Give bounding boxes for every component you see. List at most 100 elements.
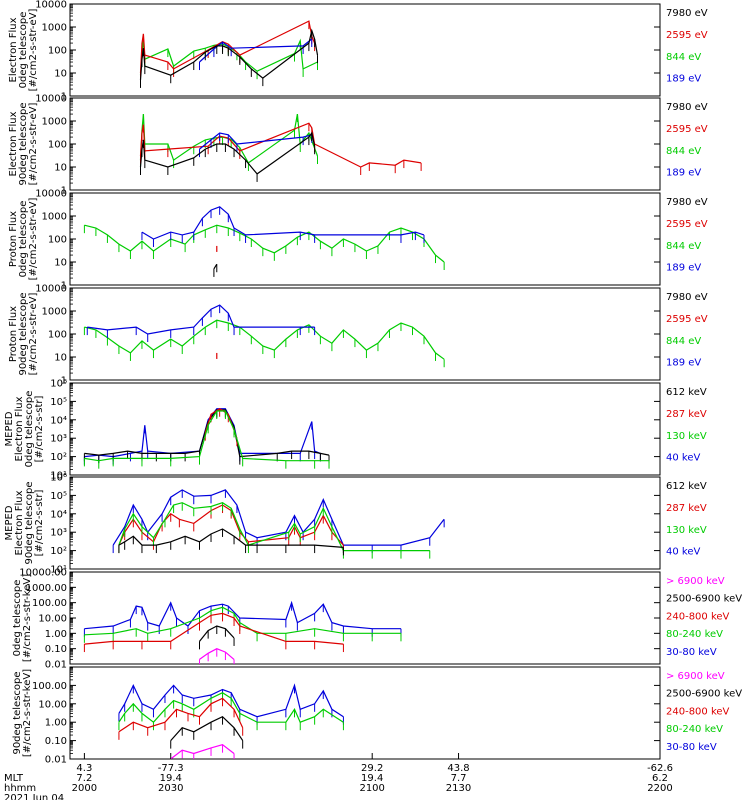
- legend-entry: 287 keV: [666, 409, 707, 420]
- panel-frame: [69, 192, 661, 286]
- y-tick-label: 1.00: [45, 629, 67, 640]
- legend-entry: 40 keV: [666, 547, 700, 558]
- series-line: [118, 502, 430, 552]
- panel-7: 0.01 0.10 1.00 10.00 100.00 1000.00 10000.000d…: [12, 568, 742, 671]
- y-tick-label: 10⁵: [50, 397, 67, 408]
- y-axis-label: 0deg telescope: [12, 580, 23, 657]
- y-tick-label: 10000: [35, 284, 67, 295]
- y-axis-label: [#/cm2-s-str]: [34, 395, 45, 462]
- y-tick-label: 10²: [50, 546, 67, 557]
- series-line: [84, 224, 445, 263]
- y-tick-label: 10: [54, 258, 67, 269]
- panel-frame: [69, 476, 661, 570]
- legend-entry: 240-800 keV: [666, 706, 730, 717]
- series-group: [139, 113, 422, 182]
- x-tick-lat: -77.3: [158, 763, 184, 774]
- legend-entry: 30-80 keV: [666, 742, 717, 753]
- series-line: [84, 409, 330, 458]
- y-tick-label: 100: [48, 46, 67, 57]
- series-line: [112, 489, 445, 546]
- legend-entry: 844 eV: [666, 336, 701, 347]
- y-tick-label: 1000: [42, 307, 67, 318]
- legend-entry: 2500-6900 keV: [666, 689, 742, 700]
- y-axis-label: 90deg telescope: [18, 102, 29, 185]
- panel-frame: [69, 287, 661, 381]
- y-axis-label: Electron Flux: [14, 396, 25, 461]
- panel-frame: [69, 3, 661, 97]
- panel-6: 10¹ 10² 10³ 10⁴ 10⁵ 10⁶ MEPED Electron Flux 90de…: [4, 473, 707, 576]
- y-axis-label: [#/cm2-s-str-eV]: [28, 293, 39, 376]
- series-group: [118, 683, 344, 759]
- series-line: [84, 410, 329, 462]
- x-tick-mlt: 7.7: [451, 773, 467, 784]
- y-axis-label: 0deg telescope: [24, 391, 35, 468]
- y-tick-label: 10¹: [50, 471, 67, 482]
- y-tick-label: 0.10: [45, 736, 67, 747]
- y-tick-label: 10³: [50, 434, 67, 445]
- series-line: [84, 606, 401, 636]
- series-line: [84, 612, 344, 645]
- legend-entry: 7980 eV: [666, 292, 708, 303]
- legend-entry: 844 eV: [666, 146, 701, 157]
- y-axis-label: [#/cm2-s-str-keV]: [22, 574, 33, 662]
- y-axis-label: Electron Flux: [8, 17, 19, 82]
- y-axis-label: Electron Flux: [14, 490, 25, 555]
- y-tick-label: 100: [48, 330, 67, 341]
- series-line: [87, 304, 315, 335]
- legend-entry: 2595 eV: [666, 219, 708, 230]
- date-label: 2021 Jun 04: [4, 793, 64, 800]
- x-tick-mlt: 7.2: [76, 773, 92, 784]
- x-tick-lat: 29.2: [361, 763, 383, 774]
- y-tick-label: 10: [54, 353, 67, 364]
- series-group: [83, 206, 445, 277]
- legend-entry: 844 eV: [666, 241, 701, 252]
- y-tick-label: 10¹: [50, 565, 67, 576]
- legend-entry: 2595 eV: [666, 30, 708, 41]
- x-tick-mlt: 6.2: [652, 773, 668, 784]
- y-tick-label: 1: [61, 92, 67, 103]
- y-axis-label: Proton Flux: [8, 211, 19, 267]
- y-tick-label: 1000.00: [26, 583, 67, 594]
- x-tick-lat: 43.8: [447, 763, 469, 774]
- y-tick-label: 0.10: [45, 644, 67, 655]
- series-line: [118, 692, 344, 724]
- legend-entry: 7980 eV: [666, 8, 708, 19]
- y-tick-label: 100.00: [32, 681, 67, 692]
- x-row-label: hhmm: [4, 783, 36, 794]
- x-tick-mlt: 19.4: [361, 773, 383, 784]
- legend-entry: 189 eV: [666, 168, 701, 179]
- series-group: [83, 600, 402, 664]
- series-group: [83, 407, 330, 469]
- legend-entry: > 6900 keV: [666, 671, 725, 682]
- series-line: [170, 715, 244, 741]
- y-axis-label: [#/cm2-s-str-eV]: [28, 198, 39, 281]
- legend-entry: 189 eV: [666, 358, 701, 369]
- y-tick-label: 10⁵: [50, 491, 67, 502]
- y-tick-label: 10.00: [38, 699, 67, 710]
- panel-2: 1 10 100 1000 10000 Electron Flux 90deg telesc…: [8, 94, 708, 197]
- x-axis-group: 4.37.22000-77.319.4203029.219.4210043.87…: [4, 753, 673, 800]
- y-axis-label: 90deg telescope: [18, 292, 29, 375]
- panel-5: 10¹ 10² 10³ 10⁴ 10⁵ 10⁶ MEPED Electron Flux 0deg…: [4, 379, 707, 482]
- legend-entry: > 6900 keV: [666, 576, 725, 587]
- series-line: [84, 408, 321, 458]
- y-tick-label: 10⁴: [50, 509, 67, 520]
- x-tick-hhmm: 2100: [359, 783, 384, 794]
- panel-8: 0.01 0.10 1.00 10.00 100.00 90deg telescope [#…: [12, 666, 742, 766]
- legend-entry: 2595 eV: [666, 124, 708, 135]
- y-tick-label: 10²: [50, 452, 67, 463]
- legend-entry: 80-240 keV: [666, 724, 723, 735]
- y-axis-label: Proton Flux: [8, 306, 19, 362]
- y-tick-label: 10³: [50, 528, 67, 539]
- y-tick-label: 10000: [35, 94, 67, 105]
- y-tick-label: 1: [61, 186, 67, 197]
- legend-entry: 287 keV: [666, 503, 707, 514]
- legend-entry: 2500-6900 keV: [666, 594, 742, 605]
- series-group: [139, 20, 319, 88]
- y-tick-label: 10000: [35, 189, 67, 200]
- y-tick-label: 1000: [42, 212, 67, 223]
- y-tick-label: 1: [61, 281, 67, 292]
- y-tick-label: 10⁶: [50, 473, 67, 484]
